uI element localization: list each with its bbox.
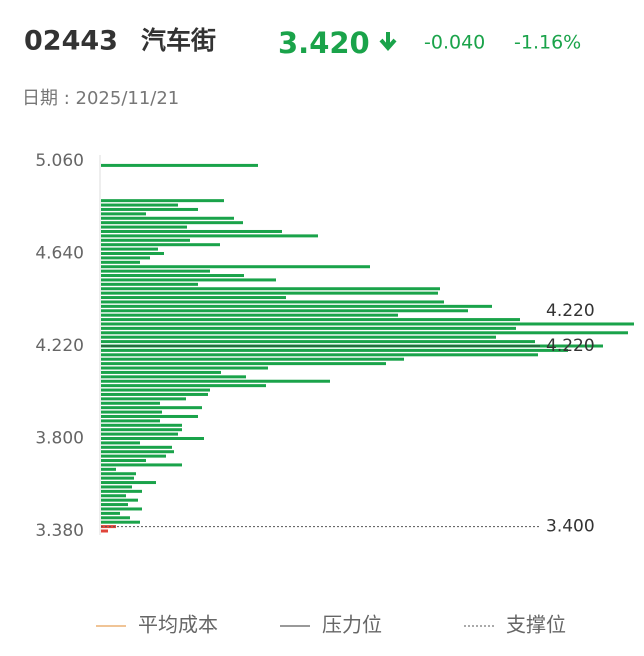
chip-bar [101,423,182,427]
chip-bar [101,348,568,352]
chip-bar [101,199,224,203]
chip-bar [101,252,164,256]
chip-bar [101,318,520,322]
chip-bar [101,357,404,361]
chip-bar [101,296,286,300]
y-tick-label: 4.220 [35,336,84,356]
chip-bar [101,216,234,220]
chip-bar [101,516,130,520]
chip-bar [101,375,246,379]
stock-code: 02443 [24,26,118,57]
chip-bar [101,260,140,264]
chip-bar [101,300,444,304]
legend-label: 平均成本 [138,613,218,637]
chip-bar [101,287,440,291]
chip-bar [101,163,258,167]
chip-bar [101,370,221,374]
level-label: 4.220 [546,336,595,356]
chip-bar [101,221,243,225]
chip-bar [101,274,244,278]
chip-bar [101,454,166,458]
chip-bar [101,353,538,357]
chip-bar [101,432,178,436]
chip-bar [101,207,198,211]
change-pct: -1.16% [514,32,581,54]
chip-bar [101,467,116,471]
chip-bar [101,529,108,533]
chip-bar [101,392,208,396]
chip-bar [101,309,468,313]
chip-bar [101,322,634,326]
chip-bar [101,494,126,498]
y-tick-label: 3.380 [35,521,84,541]
chip-bar [101,243,220,247]
legend-label: 压力位 [322,613,382,637]
chip-bar [101,362,386,366]
chip-bar [101,269,210,273]
chip-bar [101,340,535,344]
price: 3.420 [278,26,370,60]
chip-bar [101,414,198,418]
chip-bar [101,326,516,330]
chip-bar [101,520,140,524]
chip-bar [101,397,186,401]
chip-bar [101,366,268,370]
chip-bar [101,247,158,251]
legend-label: 支撑位 [506,613,566,637]
chip-bar [101,511,120,515]
chip-bar [101,291,438,295]
chip-bar [101,481,156,485]
chip-bar [101,238,190,242]
y-tick-label: 3.800 [35,428,84,448]
stock-name: 汽车街 [141,26,216,55]
chip-bar [101,445,172,449]
y-tick-label: 5.060 [35,151,84,171]
chip-bar [101,203,178,207]
chip-bar [101,335,496,339]
level-label: 3.400 [546,517,595,537]
chip-bar [101,265,370,269]
chip-bar [101,304,492,308]
chip-bar [101,229,282,233]
chip-bar [101,313,398,317]
chip-bar [101,485,132,489]
chip-bar [101,489,142,493]
chip-bar [101,459,146,463]
level-label: 4.220 [546,301,595,321]
chip-bar [101,419,160,423]
chip-bar [101,410,162,414]
chip-bar [101,507,142,511]
chip-bar [101,428,182,432]
chip-bar [101,472,136,476]
chip-bar [101,331,628,335]
chip-bar [101,388,210,392]
chip-bar [101,525,116,529]
chip-bar [101,401,160,405]
date: 日期 : 2025/11/21 [22,88,179,109]
chip-bar [101,476,134,480]
chip-bar [101,498,138,502]
change: -0.040 [424,32,485,54]
chip-bar [101,282,198,286]
chip-bar [101,406,202,410]
chip-bar [101,234,318,238]
down-arrow [379,32,397,52]
chip-bar [101,225,187,229]
chip-bar [101,463,182,467]
chip-bar [101,450,174,454]
chip-bar [101,441,140,445]
y-tick-label: 4.640 [35,244,84,264]
chip-bar [101,384,266,388]
chip-bar [101,278,276,282]
chip-bar [101,436,204,440]
chip-bar [101,212,146,216]
chip-bar [101,503,128,507]
chip-bar [101,379,330,383]
chip-bar [101,256,150,260]
